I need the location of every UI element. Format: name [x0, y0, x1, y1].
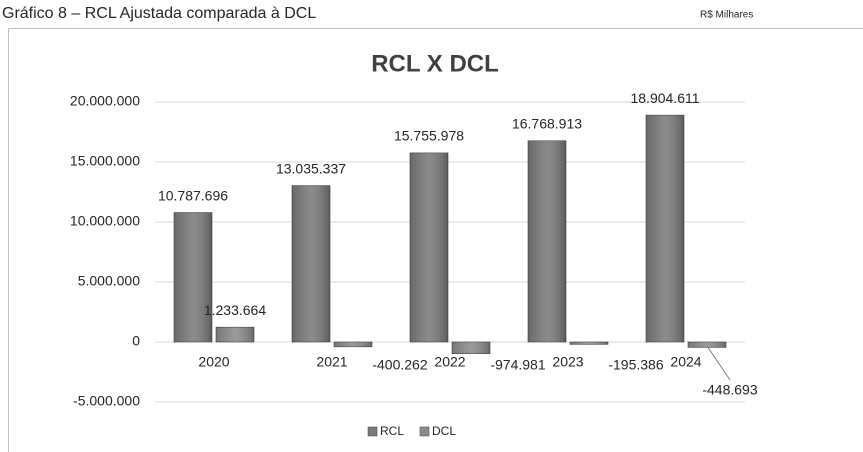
value-label: 1.233.664 [204, 302, 266, 318]
value-label: 15.755.978 [394, 128, 464, 144]
y-tick-label: 0 [132, 333, 140, 349]
value-label: -195.386 [608, 357, 663, 373]
y-tick-label: 10.000.000 [70, 213, 140, 229]
x-tick-label: 2021 [316, 354, 347, 370]
value-label: -400.262 [372, 357, 427, 373]
bar-shade [174, 212, 212, 342]
bar-shade [528, 140, 566, 342]
value-label: -974.981 [490, 357, 545, 373]
caption: Gráfico 8 – RCL Ajustada comparada à DCL [2, 5, 316, 22]
value-label: 13.035.337 [276, 160, 346, 176]
value-label: 16.768.913 [512, 115, 582, 131]
bar-shade [570, 342, 608, 345]
y-tick-label: 5.000.000 [78, 273, 140, 289]
legend-label: DCL [432, 424, 456, 438]
unit-note: R$ Milhares [700, 10, 753, 21]
bar-shade [216, 327, 254, 342]
legend-swatch [419, 426, 430, 437]
y-tick-label: 15.000.000 [70, 153, 140, 169]
x-tick-label: 2024 [670, 354, 701, 370]
x-tick-label: 2023 [552, 354, 583, 370]
chart-title: RCL X DCL [371, 50, 499, 77]
bar-shade [292, 185, 330, 342]
y-tick-label: 20.000.000 [70, 93, 140, 109]
value-label: -448.693 [702, 382, 757, 398]
value-label: 10.787.696 [158, 187, 228, 203]
x-tick-label: 2022 [434, 354, 465, 370]
bar-shade [452, 342, 490, 354]
legend-label: RCL [380, 424, 404, 438]
bar-shade [688, 342, 726, 348]
y-tick-label: -5.000.000 [73, 393, 140, 409]
bar-shade [334, 342, 372, 347]
bar-shade [646, 115, 684, 342]
x-tick-label: 2020 [198, 354, 229, 370]
value-label: 18.904.611 [630, 90, 699, 106]
legend-swatch [367, 426, 378, 437]
chart-frame [8, 28, 863, 452]
leader-line [706, 345, 731, 381]
bar-shade [410, 152, 448, 342]
